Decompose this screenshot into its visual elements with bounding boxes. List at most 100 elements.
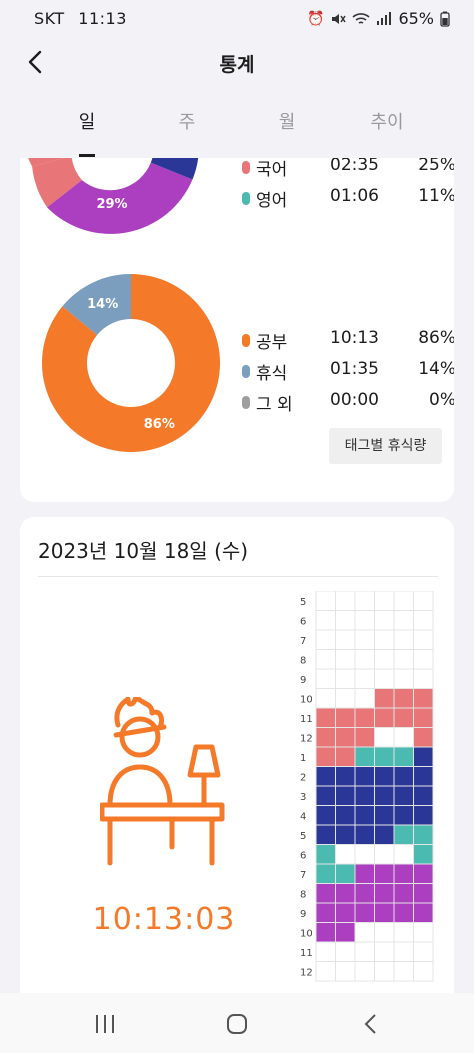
time-cell bbox=[374, 922, 395, 943]
time-cell bbox=[335, 766, 356, 787]
date-title: 2023년 10월 18일 (수) bbox=[38, 539, 249, 563]
carrier: SKT bbox=[34, 9, 65, 28]
time-cell bbox=[393, 688, 414, 709]
hour-label: 10 bbox=[300, 929, 313, 940]
hour-label: 3 bbox=[300, 792, 306, 803]
legend-rest: 휴식 01:35 14% bbox=[242, 359, 454, 384]
legend-label: 그 외 bbox=[256, 395, 293, 415]
time-cell bbox=[335, 591, 356, 611]
home-icon[interactable] bbox=[222, 1009, 252, 1039]
time-cell bbox=[393, 727, 414, 748]
time-cell bbox=[413, 902, 434, 923]
time-cell bbox=[354, 668, 375, 689]
time-cell bbox=[413, 844, 434, 865]
time-cell bbox=[374, 805, 395, 826]
time-cell bbox=[374, 844, 395, 865]
time-cell bbox=[374, 863, 395, 884]
time-cell bbox=[354, 610, 375, 631]
time-cell bbox=[374, 610, 395, 631]
time-cell bbox=[413, 707, 434, 728]
time-cell bbox=[335, 688, 356, 709]
time-cell bbox=[315, 805, 336, 826]
legend-percent: 25% bbox=[418, 158, 454, 175]
time-cell bbox=[374, 902, 395, 923]
slice-korean-lower bbox=[32, 158, 82, 208]
time-cell bbox=[315, 746, 336, 767]
legend-dot bbox=[242, 396, 250, 409]
hour-label: 9 bbox=[300, 675, 306, 686]
time-cell bbox=[335, 668, 356, 689]
tab-indicator bbox=[79, 154, 95, 157]
time-cell bbox=[335, 902, 356, 923]
time-cell bbox=[335, 844, 356, 865]
alarm-icon: ⏰ bbox=[307, 10, 325, 27]
tab-day[interactable]: 일 bbox=[47, 108, 127, 157]
time-cell bbox=[335, 610, 356, 631]
tab-month[interactable]: 월 bbox=[247, 108, 327, 134]
time-cell bbox=[393, 668, 414, 689]
time-cell bbox=[374, 688, 395, 709]
time-cell bbox=[335, 863, 356, 884]
tab-label: 추이 bbox=[370, 112, 404, 133]
time-cell bbox=[393, 961, 414, 982]
time-cell bbox=[413, 805, 434, 826]
time-cell bbox=[393, 941, 414, 962]
chevron-left-icon[interactable] bbox=[22, 48, 50, 76]
time-cell bbox=[315, 844, 336, 865]
slice-label: 86% bbox=[144, 417, 175, 432]
clock: 11:13 bbox=[78, 9, 127, 28]
time-cell bbox=[315, 941, 336, 962]
time-cell bbox=[335, 707, 356, 728]
legend-study: 공부 10:13 86% bbox=[242, 328, 454, 353]
time-cell bbox=[335, 883, 356, 904]
hour-label: 9 bbox=[300, 909, 306, 920]
time-cell bbox=[413, 591, 434, 611]
hour-label: 6 bbox=[300, 851, 306, 862]
hour-label: 8 bbox=[300, 890, 306, 901]
time-cell bbox=[393, 766, 414, 787]
time-cell bbox=[354, 746, 375, 767]
tab-week[interactable]: 주 bbox=[147, 108, 227, 134]
time-cell bbox=[374, 746, 395, 767]
slice-label: 14% bbox=[87, 297, 118, 312]
back-icon[interactable] bbox=[356, 1009, 386, 1039]
time-cell bbox=[393, 610, 414, 631]
studying-person-icon bbox=[100, 697, 225, 866]
tag-rest-button[interactable]: 태그별 휴식량 bbox=[329, 428, 442, 464]
time-cell bbox=[354, 707, 375, 728]
time-cell bbox=[413, 883, 434, 904]
time-cell bbox=[374, 785, 395, 806]
time-cell bbox=[354, 688, 375, 709]
hour-label: 1 bbox=[300, 753, 306, 764]
time-cell bbox=[354, 785, 375, 806]
hour-label: 4 bbox=[300, 812, 306, 823]
hour-label: 12 bbox=[300, 968, 313, 979]
hour-label: 10 bbox=[300, 695, 313, 706]
slice-korean bbox=[28, 158, 65, 167]
time-cell bbox=[374, 941, 395, 962]
time-cell bbox=[354, 961, 375, 982]
period-tabs: 일 주 월 추이 bbox=[0, 100, 474, 158]
time-cell bbox=[335, 805, 356, 826]
time-cell bbox=[354, 824, 375, 845]
tab-trend[interactable]: 추이 bbox=[347, 108, 427, 134]
legend-label: 영어 bbox=[256, 191, 288, 211]
legend-time: 00:00 bbox=[330, 390, 379, 410]
status-right: ⏰ 65% bbox=[307, 9, 450, 28]
hour-label: 12 bbox=[300, 734, 313, 745]
time-cell bbox=[374, 649, 395, 670]
time-cell bbox=[335, 649, 356, 670]
legend-label: 휴식 bbox=[256, 364, 288, 384]
time-cell bbox=[413, 688, 434, 709]
tab-label: 일 bbox=[78, 112, 96, 133]
time-cell bbox=[413, 863, 434, 884]
recent-apps-icon[interactable] bbox=[90, 1009, 120, 1039]
time-cell bbox=[335, 746, 356, 767]
tab-label: 월 bbox=[278, 112, 296, 133]
page-title: 통계 bbox=[219, 54, 255, 76]
mute-icon bbox=[332, 13, 347, 24]
legend-dot bbox=[242, 161, 250, 174]
time-cell bbox=[374, 727, 395, 748]
time-cell bbox=[393, 863, 414, 884]
